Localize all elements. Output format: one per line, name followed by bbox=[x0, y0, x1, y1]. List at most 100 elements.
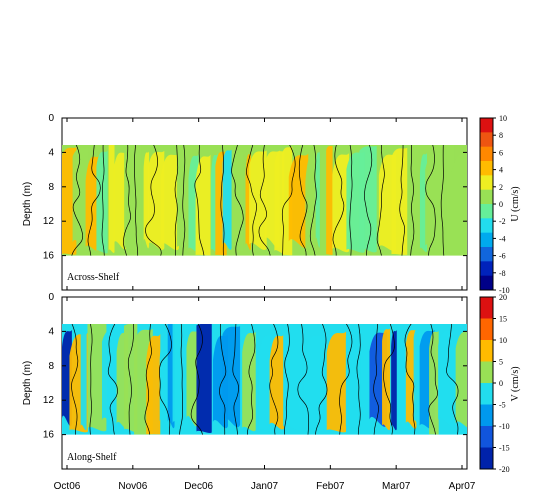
field-band bbox=[249, 150, 267, 251]
across-shelf-colorbar: 10 8 6 4 2 0 -2 -4 -6 -8 -10 U (cm/s) bbox=[479, 114, 521, 295]
field-band bbox=[408, 145, 420, 255]
contour-line bbox=[144, 324, 152, 435]
colorbar-tick-label: 2 bbox=[499, 183, 503, 192]
along-shelf-x-ticks bbox=[66, 297, 463, 469]
colorbar-swatch bbox=[480, 146, 493, 162]
field-band bbox=[283, 324, 303, 431]
across-shelf-field bbox=[62, 145, 467, 256]
field-band bbox=[222, 149, 232, 250]
field-band bbox=[222, 326, 241, 428]
colorbar-swatch bbox=[480, 340, 493, 362]
field-band bbox=[108, 145, 115, 253]
field-band bbox=[124, 145, 142, 253]
colorbar-swatch bbox=[480, 132, 493, 148]
field-band bbox=[413, 327, 422, 429]
colorbar-swatch bbox=[480, 426, 493, 448]
field-band bbox=[382, 328, 391, 431]
contour-line bbox=[298, 145, 308, 256]
y-tick-label: 8 bbox=[48, 361, 54, 372]
colorbar-tick-label: -5 bbox=[499, 401, 506, 410]
x-axis-labels: Oct06 Nov06 Dec06 Jan07 Feb07 Mar07 Apr07 bbox=[54, 481, 476, 492]
colorbar-tick-label: -6 bbox=[499, 252, 506, 261]
colorbar-tick-label: -10 bbox=[499, 286, 510, 295]
field-band bbox=[429, 330, 439, 435]
y-tick-label: 16 bbox=[43, 430, 55, 441]
along-shelf-y-ticks: 0 4 8 12 16 bbox=[43, 292, 467, 441]
y-tick-label: 0 bbox=[48, 292, 54, 303]
along-shelf-colorbar: 20 15 10 5 0 -5 -10 -15 -20 V (cm/s) bbox=[479, 293, 521, 474]
colorbar-swatch bbox=[480, 383, 493, 405]
y-tick-label: 16 bbox=[43, 251, 55, 262]
contour-line bbox=[194, 145, 205, 256]
field-band bbox=[326, 331, 347, 433]
field-band bbox=[359, 145, 377, 253]
y-tick-label: 4 bbox=[48, 326, 54, 337]
contour-line bbox=[332, 145, 345, 256]
across-shelf-contours bbox=[71, 145, 445, 256]
contour-line bbox=[297, 324, 310, 435]
x-tick-label: Dec06 bbox=[184, 481, 213, 492]
field-band bbox=[160, 153, 179, 251]
colorbar-tick-label: -8 bbox=[499, 269, 506, 278]
y-tick-label: 12 bbox=[43, 216, 55, 227]
x-tick-label: Mar07 bbox=[382, 481, 411, 492]
colorbar-swatch bbox=[480, 204, 493, 219]
contour-line bbox=[174, 145, 179, 256]
colorbar-swatch bbox=[480, 118, 493, 133]
field-band bbox=[186, 330, 198, 427]
contour-line bbox=[71, 145, 84, 256]
y-tick-label: 8 bbox=[48, 182, 54, 193]
colorbar-tick-label: -2 bbox=[499, 217, 506, 226]
contour-line bbox=[376, 145, 385, 256]
contour-line bbox=[127, 324, 135, 435]
across-shelf-colorbar-label: U (cm/s) bbox=[510, 186, 521, 221]
contour-line bbox=[349, 145, 353, 256]
colorbar-tick-label: 5 bbox=[499, 358, 503, 367]
x-tick-label: Oct06 bbox=[54, 481, 81, 492]
contour-line bbox=[87, 145, 101, 256]
colorbar-tick-label: 20 bbox=[499, 293, 507, 302]
contour-line bbox=[107, 324, 118, 435]
x-tick-label: Apr07 bbox=[449, 481, 476, 492]
contour-line bbox=[284, 324, 290, 435]
contour-line bbox=[134, 145, 139, 256]
field-band bbox=[274, 150, 285, 254]
colorbar-swatch bbox=[480, 161, 493, 176]
along-shelf-panel: Along-Shelf Depth (m) 0 4 8 12 16 bbox=[22, 292, 468, 470]
contour-line bbox=[309, 145, 317, 256]
along-shelf-colorbar-label: V (cm/s) bbox=[510, 366, 521, 401]
colorbar-swatch bbox=[480, 218, 493, 234]
contour-line bbox=[425, 145, 436, 256]
contour-line bbox=[89, 324, 93, 435]
colorbar-swatch bbox=[480, 232, 493, 248]
contour-line bbox=[404, 324, 416, 435]
contour-line bbox=[145, 145, 162, 256]
contour-line bbox=[339, 324, 353, 435]
contour-line bbox=[101, 145, 105, 256]
colorbar-swatch bbox=[480, 361, 493, 384]
field-band bbox=[455, 331, 467, 428]
colorbar-tick-label: 4 bbox=[499, 166, 503, 175]
contour-line bbox=[364, 145, 373, 256]
contour-line bbox=[373, 324, 379, 435]
colorbar-tick-label: 8 bbox=[499, 131, 503, 140]
colorbar-tick-label: 0 bbox=[499, 379, 503, 388]
y-tick-label: 4 bbox=[48, 147, 54, 158]
field-band bbox=[303, 334, 324, 432]
colorbar-swatch bbox=[480, 297, 493, 319]
field-band bbox=[288, 153, 309, 249]
field-band bbox=[80, 326, 87, 431]
contour-line bbox=[440, 145, 445, 256]
colorbar-swatch bbox=[480, 189, 493, 205]
field-band bbox=[332, 153, 350, 253]
colorbar-tick-label: -15 bbox=[499, 444, 510, 453]
field-band bbox=[96, 150, 108, 254]
field-band bbox=[315, 151, 320, 248]
field-band bbox=[397, 334, 409, 430]
colorbar-tick-label: 10 bbox=[499, 114, 507, 123]
contour-line bbox=[246, 145, 257, 256]
along-shelf-contours bbox=[71, 324, 459, 435]
colorbar-swatch bbox=[480, 447, 493, 470]
x-tick-label: Nov06 bbox=[118, 481, 147, 492]
